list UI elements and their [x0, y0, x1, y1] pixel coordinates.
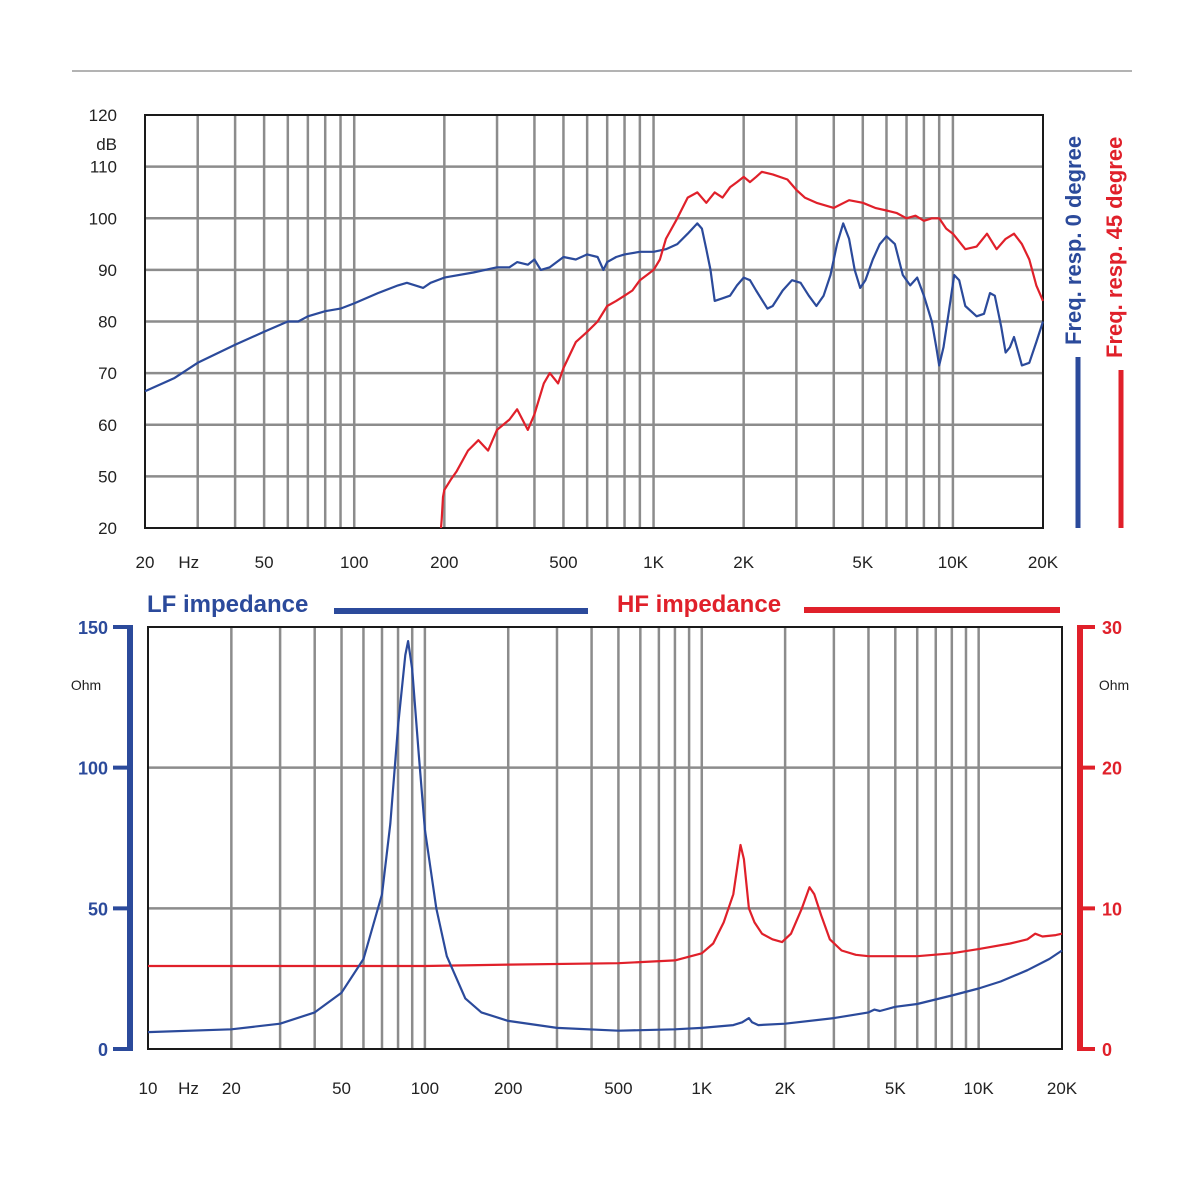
fr-y-tick-label: 120 — [89, 106, 117, 125]
fr-x-tick-label: Hz — [178, 553, 199, 572]
header-rule — [72, 70, 1132, 72]
imp-x-tick-label: 200 — [494, 1079, 522, 1098]
fr-y-tick-label: 20 — [98, 519, 117, 538]
imp-x-tick-label: Hz — [178, 1079, 199, 1098]
imp-x-tick-label: 10K — [964, 1079, 995, 1098]
imp-right-tick-label: 10 — [1102, 899, 1122, 919]
imp-x-tick-label: 10 — [139, 1079, 158, 1098]
imp-right-tick-label: 0 — [1102, 1040, 1112, 1060]
imp-x-tick-label: 5K — [885, 1079, 906, 1098]
lf-impedance-line — [147, 640, 1063, 1034]
fr-y-tick-label: 100 — [89, 209, 117, 228]
fr-x-tick-label: 20 — [136, 553, 155, 572]
imp-left-tick-label: 150 — [78, 618, 108, 638]
fr-x-tick-label: 5K — [852, 553, 873, 572]
imp-x-tick-label: 50 — [332, 1079, 351, 1098]
fr-y-tick-label: 80 — [98, 313, 117, 332]
imp-right-tick-label: 30 — [1102, 618, 1122, 638]
imp-right-tick-label: 20 — [1102, 759, 1122, 779]
fr-y-tick-label: 110 — [90, 158, 117, 177]
fr-x-tick-label: 10K — [938, 553, 969, 572]
imp-x-tick-label: 20 — [222, 1079, 241, 1098]
imp-right-unit: Ohm — [1099, 677, 1129, 693]
imp-left-unit: Ohm — [71, 677, 101, 693]
imp-plot-frame — [147, 626, 1063, 1050]
fr-x-tick-label: 50 — [255, 553, 274, 572]
fr-x-tick-label: 200 — [430, 553, 458, 572]
fr-y-tick-label: 90 — [98, 261, 117, 280]
lf-impedance-legend-label: LF impedance — [147, 591, 308, 618]
fr-y-tick-label: 50 — [98, 467, 117, 486]
fr-x-tick-label: 1K — [643, 553, 664, 572]
fr-series-0deg-line — [144, 222, 1045, 393]
fr-y-tick-label: 60 — [98, 416, 117, 435]
fr-x-tick-label: 100 — [340, 553, 368, 572]
imp-x-tick-label: 100 — [411, 1079, 439, 1098]
imp-left-tick-label: 100 — [78, 759, 108, 779]
imp-x-tick-label: 500 — [604, 1079, 632, 1098]
legend-0deg-label: Freq. resp. 0 degree — [1061, 136, 1086, 345]
fr-x-tick-label: 500 — [549, 553, 577, 572]
fr-series-45deg-line — [439, 170, 1045, 529]
legend-45deg-label: Freq. resp. 45 degree — [1102, 137, 1127, 358]
imp-left-tick-label: 0 — [98, 1040, 108, 1060]
fr-y-unit: dB — [96, 135, 117, 154]
imp-x-tick-label: 1K — [691, 1079, 712, 1098]
hf-impedance-line — [148, 843, 1063, 968]
imp-x-tick-label: 2K — [775, 1079, 796, 1098]
fr-x-tick-label: 20K — [1028, 553, 1059, 572]
hf-impedance-legend-label: HF impedance — [617, 591, 781, 618]
imp-left-tick-label: 50 — [88, 899, 108, 919]
fr-y-tick-label: 70 — [98, 364, 117, 383]
fr-x-tick-label: 2K — [733, 553, 754, 572]
imp-x-tick-label: 20K — [1047, 1079, 1078, 1098]
